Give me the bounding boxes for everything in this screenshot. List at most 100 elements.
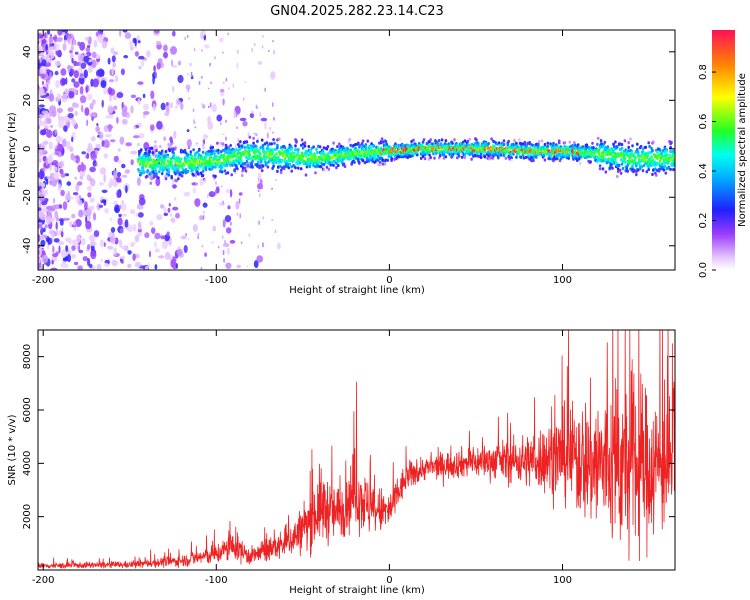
heatmap-cell xyxy=(50,231,55,241)
heatmap-cell xyxy=(175,156,178,160)
heatmap-cell xyxy=(111,67,114,76)
heatmap-cell xyxy=(61,32,66,36)
heatmap-cell xyxy=(499,153,503,157)
heatmap-cell xyxy=(358,143,362,147)
heatmap-cell xyxy=(444,139,448,143)
heatmap-cell xyxy=(170,46,177,55)
heatmap-cell xyxy=(53,34,58,43)
heatmap-cell xyxy=(355,156,358,160)
heatmap-cell xyxy=(429,138,433,142)
heatmap-cell xyxy=(62,256,69,262)
heatmap-cell xyxy=(244,81,247,83)
heatmap-cell xyxy=(260,117,268,122)
heatmap-cell xyxy=(69,146,74,153)
heatmap-cell xyxy=(543,142,547,147)
heatmap-cell xyxy=(333,160,336,164)
heatmap-cell xyxy=(134,45,138,49)
heatmap-cell xyxy=(95,149,98,156)
heatmap-cell xyxy=(196,142,198,145)
heatmap-cell xyxy=(218,202,225,206)
heatmap-cell xyxy=(672,168,675,172)
heatmap-cell xyxy=(364,144,368,148)
heatmap-cell xyxy=(110,139,116,143)
heatmap-cell xyxy=(572,157,575,161)
heatmap-cell xyxy=(249,112,255,119)
heatmap-cell xyxy=(460,155,464,159)
heatmap-cell xyxy=(95,162,98,167)
heatmap-cell xyxy=(300,151,304,155)
heatmap-cell xyxy=(358,160,361,164)
heatmap-cell xyxy=(204,155,208,159)
heatmap-cell xyxy=(506,142,510,147)
heatmap-cell xyxy=(379,146,383,150)
heatmap-cell xyxy=(611,166,614,170)
heatmap-cell xyxy=(629,137,632,141)
heatmap-cell xyxy=(211,241,214,244)
heatmap-cell xyxy=(604,170,608,174)
heatmap-cell xyxy=(175,179,178,183)
heatmap-cell xyxy=(200,155,204,159)
heatmap-cell xyxy=(272,161,275,165)
heatmap-cell xyxy=(215,181,217,185)
heatmap-cell xyxy=(162,160,166,164)
heatmap-cell xyxy=(127,263,132,269)
heatmap-cell xyxy=(301,154,305,158)
heatmap-cell xyxy=(651,172,654,176)
heatmap-cell xyxy=(366,139,370,143)
heatmap-cell xyxy=(294,166,297,170)
heatmap-cell xyxy=(395,144,398,148)
heatmap-cell xyxy=(248,131,252,135)
heatmap-cell xyxy=(222,51,224,54)
heatmap-cell xyxy=(130,241,136,245)
heatmap-cell xyxy=(310,146,314,150)
heatmap-cell xyxy=(42,70,47,74)
heatmap-cell xyxy=(97,34,104,43)
heatmap-cell xyxy=(233,150,236,154)
heatmap-cell xyxy=(252,136,255,140)
heatmap-cell xyxy=(38,223,42,228)
heatmap-cell xyxy=(563,141,567,145)
colorbar-label: Normalized spectral amplitude xyxy=(737,73,748,227)
heatmap-cell xyxy=(218,158,221,162)
heatmap-cell xyxy=(314,171,317,175)
heatmap-cell xyxy=(220,185,223,187)
heatmap-cell xyxy=(104,208,109,214)
heatmap-cell xyxy=(79,95,87,104)
heatmap-cell xyxy=(668,153,671,157)
heatmap-cell xyxy=(328,161,332,165)
heatmap-cell xyxy=(194,126,197,129)
heatmap-cell xyxy=(116,171,122,178)
heatmap-cell xyxy=(332,141,335,145)
heatmap-cell xyxy=(169,180,173,184)
heatmap-cell xyxy=(227,32,229,36)
heatmap-cell xyxy=(155,40,162,46)
heatmap-cell xyxy=(225,77,228,82)
heatmap-cell xyxy=(237,138,239,143)
snr-x-label: Height of straight line (km) xyxy=(289,585,425,596)
heatmap-cell xyxy=(295,139,298,143)
heatmap-cell xyxy=(257,177,260,182)
heatmap-cell xyxy=(117,159,122,164)
heatmap-cell xyxy=(45,44,48,51)
heatmap-cell xyxy=(238,198,241,204)
heatmap-cell xyxy=(335,161,338,165)
heatmap-cell xyxy=(67,107,74,112)
heatmap-cell xyxy=(202,140,204,142)
heatmap-cell xyxy=(199,159,203,163)
heatmap-cell xyxy=(130,159,134,166)
heatmap-cell xyxy=(597,152,601,156)
heatmap-cell xyxy=(125,185,128,194)
heatmap-cell xyxy=(66,254,72,263)
heatmap-cell xyxy=(223,81,225,84)
heatmap-cell xyxy=(308,152,312,156)
heatmap-cell xyxy=(252,141,255,145)
heatmap-cell xyxy=(201,173,205,178)
heatmap-cell xyxy=(166,231,170,237)
heatmap-cell xyxy=(99,131,104,140)
heatmap-cell xyxy=(155,174,158,178)
heatmap-cell xyxy=(224,143,228,147)
heatmap-cell xyxy=(196,150,199,154)
heatmap-cell xyxy=(257,172,262,180)
heatmap-cell xyxy=(647,141,650,145)
heatmap-cell xyxy=(510,158,513,162)
